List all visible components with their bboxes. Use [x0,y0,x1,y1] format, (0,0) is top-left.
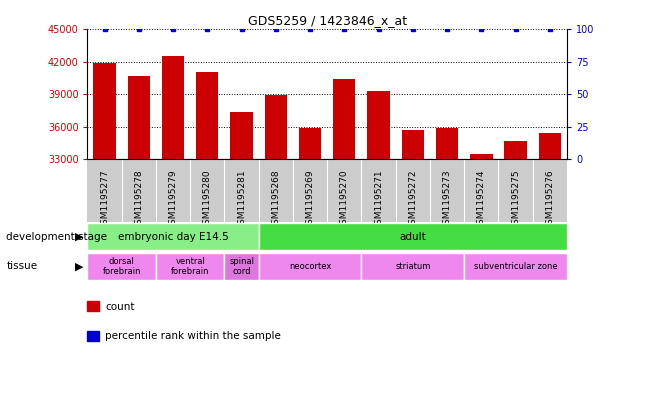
Text: adult: adult [400,232,426,242]
Bar [156,253,224,280]
Bar [402,130,424,159]
Bar [196,72,218,159]
Bar [265,95,287,159]
Bar [93,63,116,159]
Bar [87,223,259,250]
Bar [299,128,321,159]
Bar [162,57,184,159]
Text: development stage: development stage [6,232,108,242]
Bar [362,253,464,280]
Text: count: count [105,301,135,312]
Text: striatum: striatum [395,262,430,271]
Text: dorsal
forebrain: dorsal forebrain [102,257,141,276]
Bar [231,112,253,159]
Text: spinal
cord: spinal cord [229,257,254,276]
Text: ventral
forebrain: ventral forebrain [171,257,209,276]
Bar [128,76,150,159]
Bar [470,154,492,159]
Bar [436,128,458,159]
Bar [505,141,527,159]
Bar [367,91,389,159]
Bar [224,253,259,280]
Text: tissue: tissue [6,261,38,272]
Text: ▶: ▶ [75,232,84,242]
Text: ▶: ▶ [75,261,84,272]
Text: percentile rank within the sample: percentile rank within the sample [105,331,281,341]
Bar [538,133,561,159]
Bar [87,253,156,280]
Text: neocortex: neocortex [289,262,331,271]
Bar [464,253,567,280]
Bar [333,79,356,159]
Bar [259,253,362,280]
Text: subventricular zone: subventricular zone [474,262,557,271]
Bar [259,223,567,250]
Title: GDS5259 / 1423846_x_at: GDS5259 / 1423846_x_at [248,14,407,27]
Text: embryonic day E14.5: embryonic day E14.5 [118,232,229,242]
